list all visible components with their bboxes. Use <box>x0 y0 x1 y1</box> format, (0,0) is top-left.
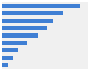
Bar <box>2 63 8 67</box>
Bar <box>2 33 38 38</box>
Bar <box>2 41 27 45</box>
Bar <box>2 11 63 15</box>
Bar <box>2 56 13 60</box>
Bar <box>2 19 53 23</box>
Bar <box>2 48 18 52</box>
Bar <box>2 4 80 8</box>
Bar <box>2 26 47 30</box>
